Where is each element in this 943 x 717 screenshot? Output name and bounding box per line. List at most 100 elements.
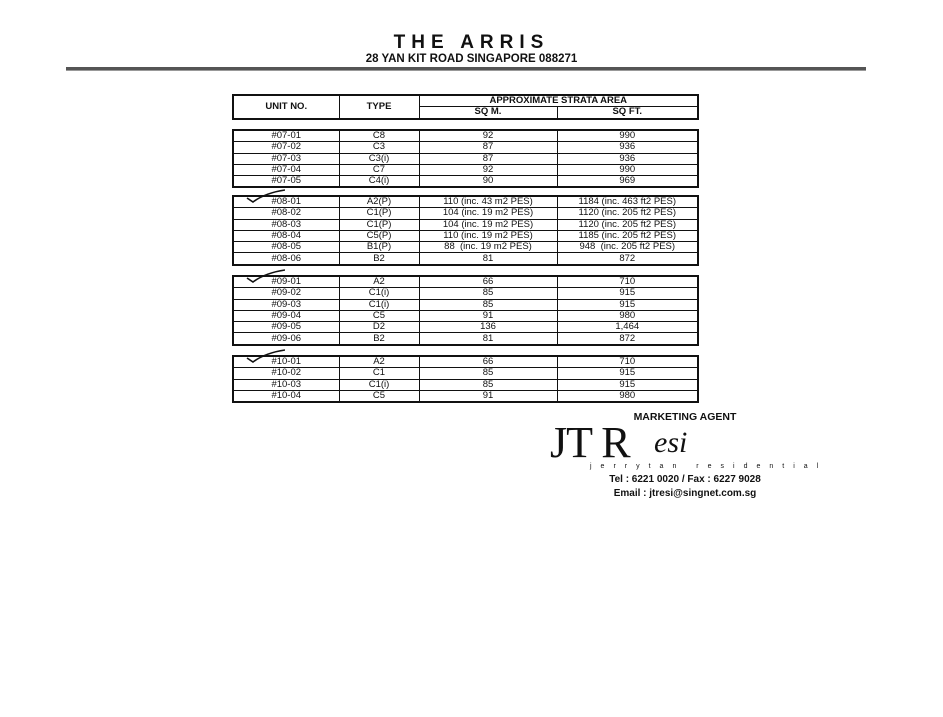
cell-unit: #07-02: [232, 141, 340, 154]
cell-sqft: 872: [556, 252, 699, 266]
table-row: #08-05 B1(P) 88 (inc. 19 m2 PES) 948 (inc. …: [232, 241, 699, 254]
cell-sqm: 136: [418, 321, 558, 334]
unit-group: #09-01 A2 66 710 #09-02 C1(i) 85 915 #09-03 C1(i)…: [232, 275, 699, 346]
cell-sqft: 969: [556, 175, 699, 188]
col-type: TYPE: [338, 94, 420, 120]
cell-type: C1(P): [338, 218, 420, 231]
agent-label: MARKETING AGENT: [633, 411, 737, 423]
table-row: #09-02 C1(i) 85 915: [232, 287, 699, 300]
checkmark-icon: [246, 349, 285, 363]
cell-sqft: 936: [556, 152, 699, 165]
cell-type: C1(i): [338, 378, 420, 391]
document-title: THE ARRIS: [393, 32, 550, 53]
cell-unit: #07-01: [232, 129, 340, 143]
cell-type: C8: [338, 129, 420, 143]
table-row: #10-02 C1 85 915: [232, 367, 699, 380]
cell-type: D2: [338, 321, 420, 334]
cell-unit: #08-03: [232, 218, 340, 231]
cell-unit: #09-02: [232, 287, 340, 300]
cell-type: C1(i): [338, 287, 420, 300]
cell-type: C3: [338, 141, 420, 154]
cell-sqft: 990: [556, 129, 699, 143]
col-unit: UNIT NO.: [232, 94, 340, 120]
cell-type: C1(i): [338, 298, 420, 311]
cell-unit: #07-03: [232, 152, 340, 165]
cell-sqft: 915: [556, 287, 699, 300]
logo-mark-esi: esi: [654, 426, 688, 459]
cell-sqm: 90: [418, 175, 558, 188]
cell-unit: #09-06: [232, 332, 340, 346]
cell-sqm: 91: [418, 389, 558, 403]
cell-sqft: 948 (inc. 205 ft2 PES): [556, 241, 699, 254]
cell-type: C7: [338, 163, 420, 177]
cell-sqft: 1120 (inc. 205 ft2 PES): [556, 207, 699, 220]
table-row: #07-05 C4(i) 90 969: [232, 175, 699, 188]
cell-unit: #07-05: [232, 175, 340, 188]
cell-sqft: 1185 (inc. 205 ft2 PES): [556, 229, 699, 243]
cell-sqft: 915: [556, 367, 699, 380]
cell-sqm: 66: [418, 275, 558, 289]
cell-sqm: 110 (inc. 19 m2 PES): [418, 229, 558, 243]
cell-sqm: 92: [418, 163, 558, 177]
divider: [66, 67, 866, 71]
cell-sqft: 980: [556, 309, 699, 323]
col-sqm: SQ M.: [418, 106, 558, 120]
cell-type: C5(P): [338, 229, 420, 243]
cell-sqm: 85: [418, 287, 558, 300]
cell-sqm: 88 (inc. 19 m2 PES): [418, 241, 558, 254]
cell-sqft: 1120 (inc. 205 ft2 PES): [556, 218, 699, 231]
cell-type: B2: [338, 332, 420, 346]
cell-sqm: 104 (inc. 19 m2 PES): [418, 218, 558, 231]
table-header: UNIT NO. TYPE APPROXIMATE STRATA AREA SQ…: [232, 94, 699, 120]
cell-sqft: 990: [556, 163, 699, 177]
cell-sqm: 87: [418, 141, 558, 154]
table-row: #10-03 C1(i) 85 915: [232, 378, 699, 391]
cell-type: A2(P): [338, 195, 420, 209]
cell-type: C4(i): [338, 175, 420, 188]
cell-unit: #08-05: [232, 241, 340, 254]
cell-sqm: 85: [418, 298, 558, 311]
address: 28 YAN KIT ROAD SINGAPORE 088271: [365, 53, 578, 65]
cell-type: B1(P): [338, 241, 420, 254]
logo-subtitle: jerrytan residential: [590, 463, 828, 470]
logo-mark-jtr: JT R: [550, 418, 631, 467]
cell-sqft: 1184 (inc. 463 ft2 PES): [556, 195, 699, 209]
cell-sqft: 915: [556, 298, 699, 311]
col-area: APPROXIMATE STRATA AREA: [418, 94, 699, 108]
cell-sqm: 91: [418, 309, 558, 323]
unit-group: #08-01 A2(P) 110 (inc. 43 m2 PES) 1184 (inc…: [232, 195, 699, 266]
cell-type: B2: [338, 252, 420, 266]
unit-group: #07-01 C8 92 990 #07-02 C3 87 936 #07-03 C3(i) 87 9…: [232, 129, 699, 189]
table-row: #09-05 D2 136 1,464: [232, 321, 699, 334]
unit-group: #10-01 A2 66 710 #10-02 C1 85 915 #10-03 C1(i) 85 9…: [232, 355, 699, 404]
cell-sqft: 915: [556, 378, 699, 391]
table-row: #08-02 C1(P) 104 (inc. 19 m2 PES) 1120 (inc…: [232, 207, 699, 220]
cell-type: C1: [338, 367, 420, 380]
cell-unit: #08-02: [232, 207, 340, 220]
cell-type: C3(i): [338, 152, 420, 165]
cell-sqm: 87: [418, 152, 558, 165]
table-row: #08-06 B2 81 872: [232, 252, 699, 266]
col-sqft: SQ FT.: [556, 106, 699, 120]
cell-sqm: 110 (inc. 43 m2 PES): [418, 195, 558, 209]
table-row: #10-04 C5 91 980: [232, 389, 699, 403]
table-row: #07-02 C3 87 936: [232, 141, 699, 154]
cell-type: A2: [338, 275, 420, 289]
table-row: #09-01 A2 66 710: [232, 275, 699, 289]
table-row: #08-04 C5(P) 110 (inc. 19 m2 PES) 1185 (inc…: [232, 229, 699, 243]
checkmark-icon: [246, 269, 285, 283]
table-row: #07-01 C8 92 990: [232, 129, 699, 143]
cell-unit: #10-04: [232, 389, 340, 403]
checkmark-icon: [246, 189, 285, 203]
cell-unit: #10-03: [232, 378, 340, 391]
table-row: #08-03 C1(P) 104 (inc. 19 m2 PES) 1120 (inc…: [232, 218, 699, 231]
table-row: #09-06 B2 81 872: [232, 332, 699, 346]
cell-unit: #09-05: [232, 321, 340, 334]
table-row: #10-01 A2 66 710: [232, 355, 699, 369]
cell-unit: #08-04: [232, 229, 340, 243]
cell-type: C5: [338, 389, 420, 403]
table-row: #09-03 C1(i) 85 915: [232, 298, 699, 311]
cell-sqft: 710: [556, 355, 699, 369]
